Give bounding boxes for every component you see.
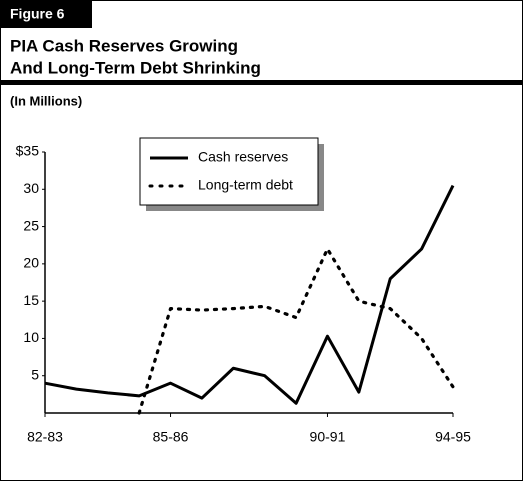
legend-label: Long-term debt [198, 177, 293, 193]
y-tick-label: 20 [23, 255, 39, 271]
series-line [137, 247, 455, 415]
y-tick-label: $35 [16, 143, 40, 159]
y-tick-label: 10 [23, 329, 39, 345]
y-tick-label: 25 [23, 217, 39, 233]
axis-label: (In Millions) [10, 93, 82, 108]
figure-label: Figure 6 [10, 6, 65, 22]
chart-title: And Long-Term Debt Shrinking [10, 58, 261, 77]
chart-title: PIA Cash Reserves Growing [10, 36, 238, 55]
x-tick-label: 90-91 [310, 429, 346, 445]
series-line [44, 184, 455, 405]
x-tick-label: 94-95 [435, 429, 471, 445]
x-tick-label: 82-83 [27, 429, 63, 445]
figure-tab [0, 0, 92, 28]
legend-label: Cash reserves [198, 149, 288, 165]
title-rule [0, 80, 523, 85]
y-tick-label: 5 [31, 366, 39, 382]
legend [139, 137, 319, 206]
x-tick-label: 85-86 [153, 429, 189, 445]
y-tick-label: 30 [23, 180, 39, 196]
y-tick-label: 15 [23, 292, 39, 308]
